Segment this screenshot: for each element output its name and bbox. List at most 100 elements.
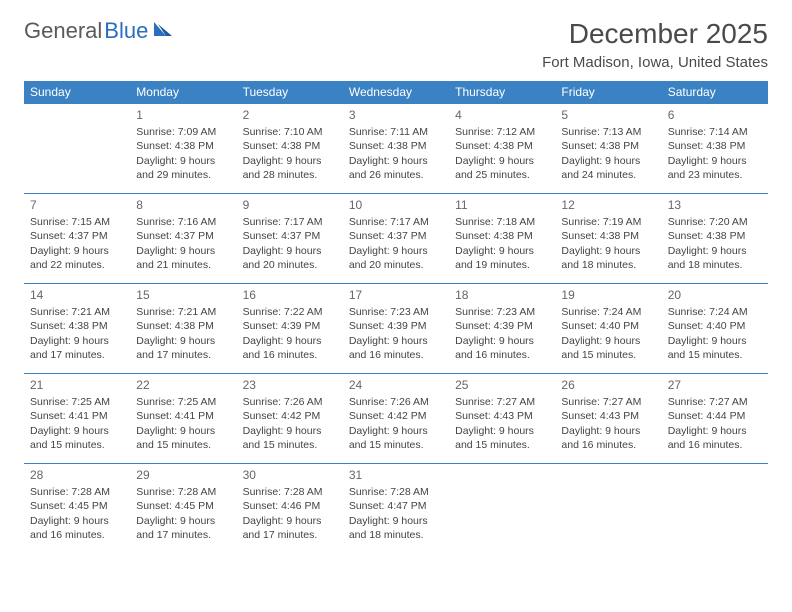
calendar-day-cell: 14Sunrise: 7:21 AMSunset: 4:38 PMDayligh… xyxy=(24,284,130,374)
sunrise-line: Sunrise: 7:25 AM xyxy=(30,395,124,409)
day-number: 21 xyxy=(30,377,124,393)
sunrise-line: Sunrise: 7:28 AM xyxy=(136,485,230,499)
sunset-line: Sunset: 4:37 PM xyxy=(30,229,124,243)
daylight-line: Daylight: 9 hours and 15 minutes. xyxy=(668,334,762,362)
calendar-day-cell: 8Sunrise: 7:16 AMSunset: 4:37 PMDaylight… xyxy=(130,194,236,284)
day-number: 26 xyxy=(561,377,655,393)
daylight-line: Daylight: 9 hours and 26 minutes. xyxy=(349,154,443,182)
day-number: 22 xyxy=(136,377,230,393)
sunrise-line: Sunrise: 7:28 AM xyxy=(30,485,124,499)
sunrise-line: Sunrise: 7:21 AM xyxy=(136,305,230,319)
daylight-line: Daylight: 9 hours and 25 minutes. xyxy=(455,154,549,182)
day-number: 18 xyxy=(455,287,549,303)
sunset-line: Sunset: 4:38 PM xyxy=(668,229,762,243)
daylight-line: Daylight: 9 hours and 18 minutes. xyxy=(561,244,655,272)
day-number: 29 xyxy=(136,467,230,483)
daylight-line: Daylight: 9 hours and 24 minutes. xyxy=(561,154,655,182)
daylight-line: Daylight: 9 hours and 16 minutes. xyxy=(349,334,443,362)
sunrise-line: Sunrise: 7:09 AM xyxy=(136,125,230,139)
day-number: 4 xyxy=(455,107,549,123)
sunset-line: Sunset: 4:39 PM xyxy=(243,319,337,333)
day-header: Thursday xyxy=(449,81,555,104)
brand-part2: Blue xyxy=(104,18,148,44)
calendar-body: 1Sunrise: 7:09 AMSunset: 4:38 PMDaylight… xyxy=(24,104,768,554)
daylight-line: Daylight: 9 hours and 15 minutes. xyxy=(349,424,443,452)
daylight-line: Daylight: 9 hours and 16 minutes. xyxy=(561,424,655,452)
calendar-week-row: 21Sunrise: 7:25 AMSunset: 4:41 PMDayligh… xyxy=(24,374,768,464)
calendar-day-cell: 27Sunrise: 7:27 AMSunset: 4:44 PMDayligh… xyxy=(662,374,768,464)
daylight-line: Daylight: 9 hours and 17 minutes. xyxy=(136,514,230,542)
daylight-line: Daylight: 9 hours and 28 minutes. xyxy=(243,154,337,182)
sunset-line: Sunset: 4:37 PM xyxy=(243,229,337,243)
calendar-week-row: 28Sunrise: 7:28 AMSunset: 4:45 PMDayligh… xyxy=(24,464,768,554)
calendar-day-cell: 11Sunrise: 7:18 AMSunset: 4:38 PMDayligh… xyxy=(449,194,555,284)
title-block: December 2025 Fort Madison, Iowa, United… xyxy=(542,18,768,71)
calendar-day-cell xyxy=(555,464,661,554)
daylight-line: Daylight: 9 hours and 20 minutes. xyxy=(349,244,443,272)
sunset-line: Sunset: 4:37 PM xyxy=(136,229,230,243)
daylight-line: Daylight: 9 hours and 17 minutes. xyxy=(243,514,337,542)
calendar-week-row: 7Sunrise: 7:15 AMSunset: 4:37 PMDaylight… xyxy=(24,194,768,284)
daylight-line: Daylight: 9 hours and 16 minutes. xyxy=(455,334,549,362)
sunset-line: Sunset: 4:38 PM xyxy=(243,139,337,153)
sunset-line: Sunset: 4:38 PM xyxy=(30,319,124,333)
calendar-header-row: SundayMondayTuesdayWednesdayThursdayFrid… xyxy=(24,81,768,104)
daylight-line: Daylight: 9 hours and 17 minutes. xyxy=(136,334,230,362)
day-number: 16 xyxy=(243,287,337,303)
day-header: Tuesday xyxy=(237,81,343,104)
sunset-line: Sunset: 4:40 PM xyxy=(668,319,762,333)
sunrise-line: Sunrise: 7:28 AM xyxy=(243,485,337,499)
calendar-day-cell: 17Sunrise: 7:23 AMSunset: 4:39 PMDayligh… xyxy=(343,284,449,374)
sunrise-line: Sunrise: 7:14 AM xyxy=(668,125,762,139)
sunset-line: Sunset: 4:40 PM xyxy=(561,319,655,333)
daylight-line: Daylight: 9 hours and 23 minutes. xyxy=(668,154,762,182)
day-number: 31 xyxy=(349,467,443,483)
brand-logo: GeneralBlue xyxy=(24,18,174,44)
sunset-line: Sunset: 4:41 PM xyxy=(136,409,230,423)
daylight-line: Daylight: 9 hours and 29 minutes. xyxy=(136,154,230,182)
calendar-day-cell: 26Sunrise: 7:27 AMSunset: 4:43 PMDayligh… xyxy=(555,374,661,464)
sunset-line: Sunset: 4:45 PM xyxy=(136,499,230,513)
sunset-line: Sunset: 4:38 PM xyxy=(668,139,762,153)
sunrise-line: Sunrise: 7:19 AM xyxy=(561,215,655,229)
calendar-week-row: 14Sunrise: 7:21 AMSunset: 4:38 PMDayligh… xyxy=(24,284,768,374)
calendar-day-cell: 16Sunrise: 7:22 AMSunset: 4:39 PMDayligh… xyxy=(237,284,343,374)
sunset-line: Sunset: 4:38 PM xyxy=(561,139,655,153)
sunrise-line: Sunrise: 7:25 AM xyxy=(136,395,230,409)
calendar-day-cell: 9Sunrise: 7:17 AMSunset: 4:37 PMDaylight… xyxy=(237,194,343,284)
sunrise-line: Sunrise: 7:26 AM xyxy=(243,395,337,409)
calendar-day-cell xyxy=(662,464,768,554)
day-header: Saturday xyxy=(662,81,768,104)
calendar-day-cell: 3Sunrise: 7:11 AMSunset: 4:38 PMDaylight… xyxy=(343,104,449,194)
daylight-line: Daylight: 9 hours and 20 minutes. xyxy=(243,244,337,272)
calendar-day-cell: 29 Sunrise: 7:28 AMSunset: 4:45 PMDayligh… xyxy=(130,464,236,554)
sunrise-line: Sunrise: 7:24 AM xyxy=(561,305,655,319)
sunrise-line: Sunrise: 7:23 AM xyxy=(349,305,443,319)
calendar-day-cell: 12Sunrise: 7:19 AMSunset: 4:38 PMDayligh… xyxy=(555,194,661,284)
sunrise-line: Sunrise: 7:27 AM xyxy=(561,395,655,409)
day-number: 13 xyxy=(668,197,762,213)
sunrise-line: Sunrise: 7:23 AM xyxy=(455,305,549,319)
sunset-line: Sunset: 4:38 PM xyxy=(136,319,230,333)
daylight-line: Daylight: 9 hours and 17 minutes. xyxy=(30,334,124,362)
day-number: 15 xyxy=(136,287,230,303)
daylight-line: Daylight: 9 hours and 15 minutes. xyxy=(561,334,655,362)
sunset-line: Sunset: 4:38 PM xyxy=(561,229,655,243)
calendar-week-row: 1Sunrise: 7:09 AMSunset: 4:38 PMDaylight… xyxy=(24,104,768,194)
calendar-day-cell: 2Sunrise: 7:10 AMSunset: 4:38 PMDaylight… xyxy=(237,104,343,194)
sunrise-line: Sunrise: 7:13 AM xyxy=(561,125,655,139)
sunset-line: Sunset: 4:47 PM xyxy=(349,499,443,513)
calendar-day-cell: 21Sunrise: 7:25 AMSunset: 4:41 PMDayligh… xyxy=(24,374,130,464)
sunrise-line: Sunrise: 7:27 AM xyxy=(668,395,762,409)
calendar-day-cell: 1Sunrise: 7:09 AMSunset: 4:38 PMDaylight… xyxy=(130,104,236,194)
daylight-line: Daylight: 9 hours and 22 minutes. xyxy=(30,244,124,272)
day-number: 25 xyxy=(455,377,549,393)
sunrise-line: Sunrise: 7:27 AM xyxy=(455,395,549,409)
daylight-line: Daylight: 9 hours and 16 minutes. xyxy=(668,424,762,452)
sunset-line: Sunset: 4:46 PM xyxy=(243,499,337,513)
day-number: 1 xyxy=(136,107,230,123)
logo-sail-icon xyxy=(152,18,174,44)
daylight-line: Daylight: 9 hours and 16 minutes. xyxy=(243,334,337,362)
sunset-line: Sunset: 4:38 PM xyxy=(455,139,549,153)
sunrise-line: Sunrise: 7:28 AM xyxy=(349,485,443,499)
